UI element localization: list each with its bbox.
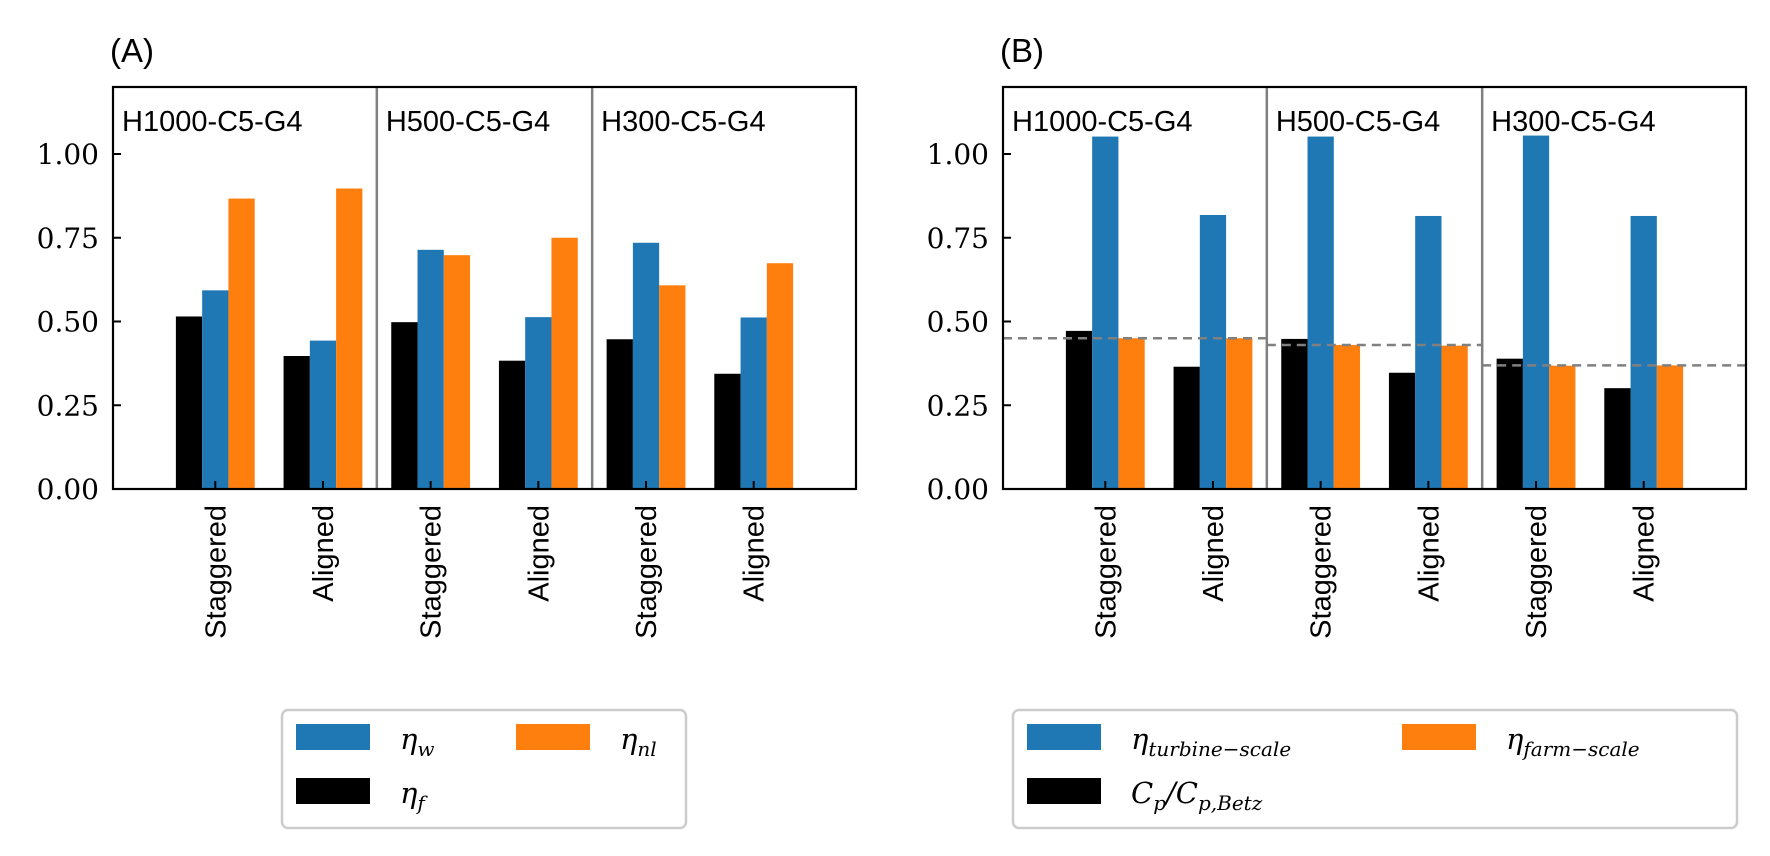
bar-η_w-3 [525,317,552,489]
axes-frame [1001,85,1748,491]
bar-η_w-5 [740,317,767,489]
bar-η_turbine-scale-1 [1199,214,1227,489]
bar-η_nl-5 [766,263,794,489]
x-tick-label: Aligned [523,505,555,602]
legend: ηturbine−scale ηfarm−scale Cp/Cp,Betz [1011,708,1739,830]
bar-η_w-0 [202,290,229,489]
x-tick-label: Staggered [416,505,448,639]
x-tick-label: Aligned [1413,505,1445,602]
legend-label-η_nl: ηnl [620,722,657,761]
bar-η_farm-scale-0 [1118,338,1145,489]
legend-label-η_farm-scale: ηfarm−scale [1506,722,1640,761]
bar-η_turbine-scale-2 [1307,136,1334,489]
bar-η_nl-4 [659,285,686,489]
bar-η_f-0 [175,316,203,489]
bar-C_p/C_p,Betz-5 [1604,388,1631,489]
bar-η_f-2 [391,322,418,489]
bar-C_p/C_p,Betz-0 [1065,330,1093,489]
x-tick-label: Aligned [1629,505,1661,602]
y-tick-label: 0.50 [927,306,989,339]
bar-η_f-3 [498,360,526,489]
legend-label-η_w: ηw [400,722,435,761]
group-label: H300-C5-G4 [1491,106,1655,138]
y-tick-label: 1.00 [927,138,989,171]
bar-C_p/C_p,Betz-3 [1388,372,1416,489]
bar-η_w-1 [309,340,337,489]
legend-swatch-C_p/C_p,Betz [1027,778,1101,804]
legend-swatch-η_w [296,724,370,750]
y-tick-label: 1.00 [37,138,99,171]
x-tick-label: Staggered [1521,505,1553,639]
bar-η_nl-2 [443,255,471,489]
y-tick-label: 0.00 [37,473,99,506]
legend-swatch-η_farm-scale [1402,724,1476,750]
bar-η_farm-scale-1 [1226,338,1253,489]
bar-η_f-1 [283,356,310,489]
bar-η_f-5 [714,373,741,489]
bar-η_turbine-scale-0 [1092,136,1119,489]
bar-η_nl-0 [228,198,255,489]
bar-η_nl-3 [551,237,578,489]
panel-a: H1000-C5-G4 H500-C5-G4 H300-C5-G4 0.00 0.25 0… [37,32,858,830]
bar-η_turbine-scale-5 [1630,215,1657,489]
legend-swatch-η_f [296,778,370,804]
bar-η_nl-1 [336,188,363,489]
group-label: H1000-C5-G4 [122,106,303,138]
bar-η_w-2 [417,249,444,489]
x-tick-label: Aligned [1198,505,1230,602]
panel-label: (A) [110,32,154,69]
bar-η_farm-scale-2 [1333,344,1361,489]
bar-η_w-4 [632,242,660,489]
legend-frame [1011,708,1739,830]
x-tick-label: Staggered [1090,505,1122,639]
y-tick-label: 0.75 [37,222,99,255]
bar-η_turbine-scale-4 [1522,135,1550,489]
panel-b: H1000-C5-G4 H500-C5-G4 H300-C5-G4 0.00 0.25 0… [927,32,1748,830]
bar-η_f-4 [606,339,633,489]
x-tick-label: Aligned [739,505,771,602]
bar-C_p/C_p,Betz-1 [1173,366,1200,489]
bar-C_p/C_p,Betz-4 [1496,358,1523,489]
x-tick-label: Staggered [200,505,232,639]
bar-η_turbine-scale-3 [1415,215,1442,489]
x-tick-label: Staggered [631,505,663,639]
axes-frame [111,85,858,491]
group-label: H300-C5-G4 [601,106,765,138]
legend-swatch-η_nl [516,724,590,750]
panel-label: (B) [1000,32,1044,69]
bar-η_farm-scale-4 [1549,365,1576,489]
x-tick-label: Aligned [308,505,340,602]
group-label: H500-C5-G4 [1276,106,1440,138]
y-tick-label: 0.25 [37,389,99,422]
legend-label-C_p/C_p,Betz: Cp/Cp,Betz [1131,776,1263,815]
y-tick-label: 0.25 [927,389,989,422]
y-tick-label: 0.50 [37,306,99,339]
legend-label-η_turbine-scale: ηturbine−scale [1131,722,1291,761]
group-label: H1000-C5-G4 [1012,106,1193,138]
x-tick-label: Staggered [1306,505,1338,639]
group-label: H500-C5-G4 [386,106,550,138]
y-tick-label: 0.00 [927,473,989,506]
bar-C_p/C_p,Betz-2 [1281,338,1308,489]
bar-η_farm-scale-5 [1656,365,1684,489]
y-tick-label: 0.75 [927,222,989,255]
legend-swatch-η_turbine-scale [1027,724,1101,750]
bar-η_farm-scale-3 [1441,345,1468,489]
